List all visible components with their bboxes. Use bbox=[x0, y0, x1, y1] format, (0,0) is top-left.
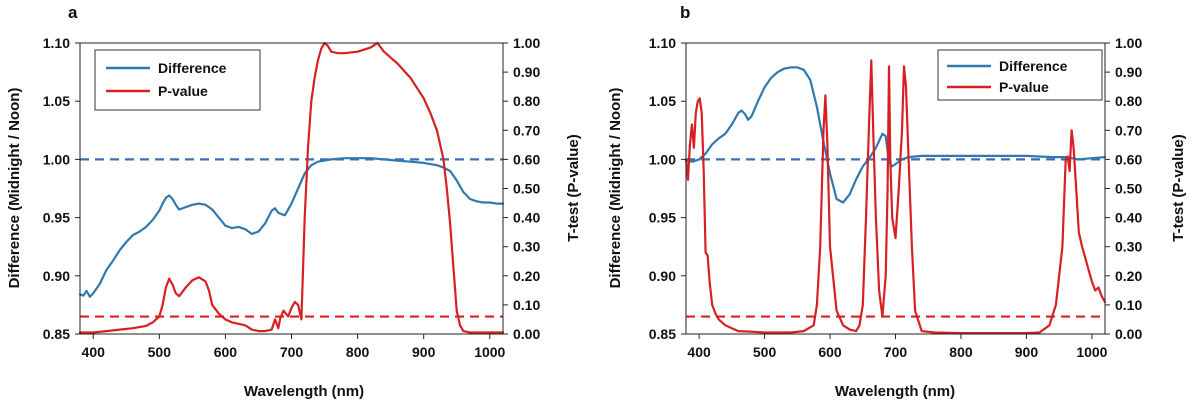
panel-b-x-tick-label: 400 bbox=[687, 344, 711, 360]
panel-a-x-axis-title: Wavelength (nm) bbox=[244, 383, 364, 400]
panel-a-legend-difference: Difference bbox=[158, 60, 227, 76]
panel-a-y2-tick-label: 0.40 bbox=[513, 210, 540, 226]
panel-b-legend-p-value: P-value bbox=[999, 79, 1049, 95]
panel-b-y2-tick-label: 0.10 bbox=[1115, 297, 1142, 313]
panel-a-label: a bbox=[68, 3, 78, 22]
panel-b-y2-tick-label: 0.30 bbox=[1115, 239, 1142, 255]
panel-b-y2-tick-label: 1.00 bbox=[1115, 35, 1142, 51]
panel-a-y2-tick-label: 1.00 bbox=[513, 35, 540, 51]
panel-b-legend: Difference P-value bbox=[937, 49, 1103, 101]
panel-a-x-tick-label: 500 bbox=[148, 344, 172, 360]
panel-b-x-tick-label: 600 bbox=[818, 344, 842, 360]
panel-a-plot-frame bbox=[79, 42, 504, 335]
panel-b-y2-axis-title: T-test (P-value) bbox=[1170, 134, 1187, 242]
panel-a-y2-tick-label: 0.30 bbox=[513, 239, 540, 255]
panel-b-series-difference bbox=[684, 66, 1107, 204]
panel-b-y2-tick-label: 0.70 bbox=[1115, 122, 1142, 138]
panel-a-legend-box bbox=[94, 49, 261, 111]
panel-a-y-tick-label: 1.00 bbox=[43, 151, 70, 167]
panel-a-y2-tick-label: 0.20 bbox=[513, 268, 540, 284]
panel-a-series-p-value bbox=[78, 41, 505, 334]
panel-b-y2-tick-label: 0.00 bbox=[1115, 326, 1142, 342]
panel-a-y-tick-label: 1.10 bbox=[43, 35, 70, 51]
panel-a-y2-tick-label: 0.00 bbox=[513, 326, 540, 342]
panel-a-y2-tick-label: 0.80 bbox=[513, 93, 540, 109]
panel-b-y2-tick-label: 0.90 bbox=[1115, 64, 1142, 80]
panel-b-x-tick-label: 900 bbox=[1015, 344, 1039, 360]
panel-b-y-tick-label: 1.05 bbox=[649, 93, 676, 109]
panel-b-plot-frame bbox=[685, 42, 1106, 335]
panel-a-y2-axis-title: T-test (P-value) bbox=[565, 134, 582, 242]
panel-b-series-p-value bbox=[684, 59, 1107, 335]
panel-a-x-tick-label: 600 bbox=[214, 344, 238, 360]
panel-a-y2-tick-label: 0.90 bbox=[513, 64, 540, 80]
panel-a-series-difference bbox=[78, 157, 505, 298]
panel-a-legend-p-value: P-value bbox=[158, 83, 208, 99]
panel-b-legend-box bbox=[937, 49, 1103, 101]
panel-b-label: b bbox=[680, 3, 690, 22]
panel-b-x-tick-label: 800 bbox=[949, 344, 973, 360]
panel-b-x-tick-label: 700 bbox=[884, 344, 908, 360]
panel-a-y-tick-label: 0.95 bbox=[43, 210, 70, 226]
panel-a-x-tick-label: 1000 bbox=[474, 344, 505, 360]
panel-a-x-tick-label: 900 bbox=[412, 344, 436, 360]
panel-b: b 400 500 600 700 800 900 1000 0.85 0.90 0.95 1.00… bbox=[607, 3, 1187, 400]
panel-b-series bbox=[684, 59, 1107, 335]
panel-b-legend-difference: Difference bbox=[999, 58, 1068, 74]
panel-a: a 400 500 600 700 800 900 1000 0.85 0.90 0.95 1.00… bbox=[6, 3, 582, 400]
panel-b-y-tick-label: 1.00 bbox=[649, 151, 676, 167]
panel-a-y2-tick-label: 0.60 bbox=[513, 151, 540, 167]
panel-a-reference-lines bbox=[80, 158, 503, 318]
panel-b-y2-tick-label: 0.40 bbox=[1115, 210, 1142, 226]
panel-a-x-tick-label: 400 bbox=[82, 344, 106, 360]
panel-a-legend: Difference P-value bbox=[94, 49, 261, 111]
panel-b-reference-lines bbox=[686, 158, 1105, 318]
panel-b-y2-tick-label: 0.60 bbox=[1115, 151, 1142, 167]
panel-a-ticks: 400 500 600 700 800 900 1000 0.85 0.90 0.95 1.00 1.… bbox=[43, 35, 541, 360]
panel-a-x-tick-label: 800 bbox=[346, 344, 370, 360]
panel-b-ticks: 400 500 600 700 800 900 1000 0.85 0.90 0.95 1.00 1.… bbox=[649, 35, 1143, 360]
panel-b-y2-tick-label: 0.50 bbox=[1115, 181, 1142, 197]
panel-b-x-tick-label: 1000 bbox=[1076, 344, 1107, 360]
panel-b-y-axis-title: Difference (Midnight / Noon) bbox=[607, 88, 624, 289]
panel-b-y-tick-label: 0.90 bbox=[649, 268, 676, 284]
panel-a-x-tick-label: 700 bbox=[280, 344, 304, 360]
panel-a-series bbox=[78, 41, 505, 334]
panel-a-y2-tick-label: 0.70 bbox=[513, 122, 540, 138]
panel-a-y-axis-title: Difference (Midnight / Noon) bbox=[6, 88, 23, 289]
panel-a-y-tick-label: 1.05 bbox=[43, 93, 70, 109]
panel-a-y-tick-label: 0.90 bbox=[43, 268, 70, 284]
panel-b-y-tick-label: 1.10 bbox=[649, 35, 676, 51]
panel-b-y2-tick-label: 0.20 bbox=[1115, 268, 1142, 284]
panel-a-y2-tick-label: 0.10 bbox=[513, 297, 540, 313]
panel-b-y-tick-label: 0.85 bbox=[649, 326, 676, 342]
panel-a-y2-tick-label: 0.50 bbox=[513, 181, 540, 197]
panel-b-y-tick-label: 0.95 bbox=[649, 210, 676, 226]
panel-b-y2-tick-label: 0.80 bbox=[1115, 93, 1142, 109]
panel-a-y-tick-label: 0.85 bbox=[43, 326, 70, 342]
panel-b-x-tick-label: 500 bbox=[753, 344, 777, 360]
panel-b-x-axis-title: Wavelength (nm) bbox=[835, 383, 955, 400]
